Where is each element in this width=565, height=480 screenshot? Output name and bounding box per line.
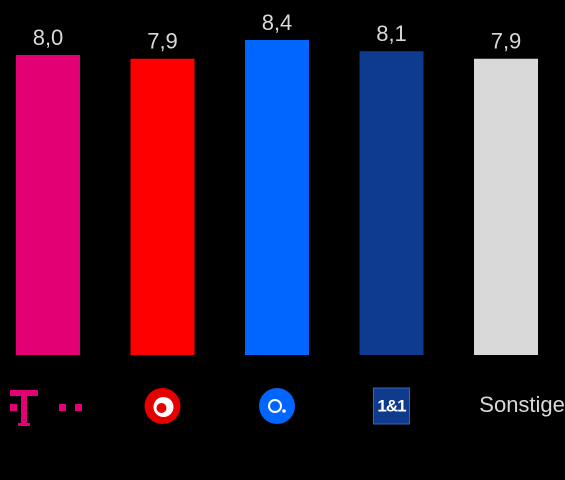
value-label: 8,1: [376, 21, 407, 46]
logo-shape: [75, 404, 82, 411]
bar: [130, 58, 195, 355]
logo-box: [373, 387, 410, 425]
bar: [16, 55, 80, 355]
bar: [245, 40, 309, 355]
logo-shape: [268, 399, 282, 413]
category-label: 1&1: [377, 396, 406, 415]
o2-logo: [259, 388, 295, 424]
category-label: Sonstige2: [479, 389, 565, 417]
logo-shape: [18, 423, 30, 426]
logo-shape: [21, 390, 27, 425]
vodafone-logo: [144, 388, 181, 424]
category-name: Sonstige: [479, 392, 565, 417]
logo-shape: [259, 388, 295, 424]
value-label: 8,4: [262, 10, 293, 35]
logo-shape: [59, 404, 66, 411]
logo-shape: [282, 409, 286, 413]
value-label: 7,9: [147, 29, 178, 54]
logo-shape: [10, 404, 17, 411]
bar: [474, 58, 538, 355]
logo-shape: [156, 403, 167, 413]
bar: [359, 51, 424, 355]
value-label: 8,0: [33, 25, 64, 50]
telekom-logo: [10, 390, 82, 426]
value-label: 7,9: [491, 29, 522, 54]
